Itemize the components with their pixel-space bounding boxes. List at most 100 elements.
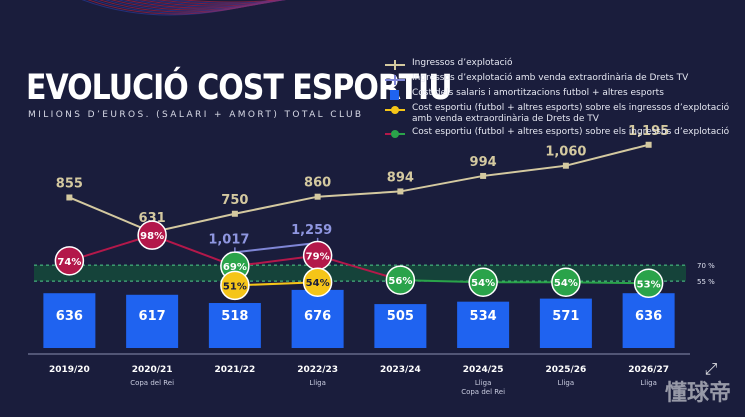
ratio-label-7: 53% (637, 279, 661, 290)
legend-item-ratio: Cost esportiu (futbol + altres esports) … (384, 127, 739, 140)
ratio-tv-point-2 (220, 270, 250, 301)
ratio-point-5 (468, 267, 498, 297)
ratio-point-4 (385, 265, 416, 295)
x-tick-label-2: 2021/22 (214, 365, 255, 375)
bar-label-7: 636 (635, 309, 662, 324)
legend-item-ingressos: Ingressos d’explotació (384, 58, 739, 71)
legend: Ingressos d’explotació Ingressos d’explot… (384, 58, 739, 142)
legend-label-cost: Cost dels salaris i amortitzacions futbo… (412, 88, 664, 98)
ingressos-label-5: 994 (470, 155, 497, 170)
ratio-label-3: 79% (306, 251, 330, 262)
x-tick-label-3: 2022/23 (297, 365, 338, 375)
x-note-6-0: Lliga (558, 379, 575, 387)
ratio-point-6 (551, 267, 581, 297)
ingressos-point-2 (231, 210, 238, 217)
decor-curve (147, 0, 287, 6)
legend-item-ingressos_tv: Ingressos d’explotació amb venda extraor… (384, 73, 739, 86)
bar-2 (208, 303, 261, 348)
x-tick-label-5: 2024/25 (463, 365, 504, 375)
bar-label-2: 518 (221, 309, 248, 324)
decor-curve (166, 0, 285, 4)
ratio-label-5: 54% (471, 278, 495, 289)
ratio-label-4: 56% (388, 276, 412, 287)
ratio-point-7 (633, 268, 664, 299)
legend-swatch-ratio (385, 130, 405, 138)
ingressos-point-6 (562, 162, 569, 169)
x-tick-label-7: 2026/27 (628, 365, 669, 375)
x-note-5-0: Lliga (475, 379, 492, 387)
ratio-point-1 (137, 220, 167, 250)
ingressos-label-0: 855 (56, 176, 83, 191)
legend-item-cost: Cost dels salaris i amortitzacions futbo… (384, 88, 739, 101)
ratio-point-0 (54, 246, 85, 276)
line-ingressos-tv (234, 241, 318, 254)
legend-label-ratio: Cost esportiu (futbol + altres esports) … (412, 127, 730, 137)
bar-label-3: 676 (304, 309, 331, 324)
ingressos-point-4 (397, 188, 404, 195)
bar-label-6: 571 (552, 309, 579, 324)
band-label-high: 70 % (697, 262, 715, 270)
x-note-5-1: Copa del Rei (461, 388, 505, 396)
decor-curve (98, 0, 278, 13)
ingressos-point-5 (480, 172, 487, 179)
ratio-label-2: 69% (223, 262, 247, 273)
bar-5 (457, 301, 510, 348)
band-label-low: 55 % (697, 278, 715, 286)
ingressos-label-3: 860 (304, 176, 331, 191)
bar-1 (126, 294, 179, 348)
legend-label-ingressos: Ingressos d’explotació (412, 58, 513, 68)
bar-6 (539, 298, 592, 348)
decor-curve (117, 0, 283, 10)
decor-curve (110, 0, 281, 11)
x-tick-label-6: 2025/26 (545, 365, 586, 375)
tv-label-3: 1,259 (291, 223, 332, 238)
ingressos-label-6: 1,060 (545, 145, 586, 160)
bar-0 (43, 293, 96, 348)
legend-swatch-ingressos_tv (385, 75, 405, 85)
ingressos-point-7 (645, 141, 652, 148)
bar-label-4: 505 (387, 309, 414, 324)
x-note-3-0: Lliga (309, 379, 326, 387)
legend-label-ratio_tv: Cost esportiu (futbol + altres esports) … (412, 103, 730, 124)
expand-icon[interactable]: ⤢ (704, 359, 718, 378)
ratio-tv-point-3 (302, 267, 333, 297)
bar-label-0: 636 (56, 309, 83, 324)
legend-swatch-ratio_tv (385, 106, 405, 114)
ratio-label-6: 54% (554, 278, 578, 289)
x-note-1-0: Copa del Rei (130, 379, 174, 387)
x-tick-label-0: 2019/20 (49, 365, 90, 375)
page-title: EVOLUCIÓ COST ESPORTIU (26, 68, 453, 109)
threshold-band (34, 265, 686, 282)
ingressos-label-7: 1,195 (628, 124, 669, 139)
ratio-label-1: 98% (140, 231, 164, 242)
legend-swatch-ingressos (385, 60, 405, 70)
ingressos-point-3 (314, 193, 321, 200)
x-tick-label-4: 2023/24 (380, 365, 421, 375)
ratio-tv-label-3: 54% (306, 278, 330, 289)
decor-curve (156, 0, 286, 5)
page-subtitle: MILIONS D’EUROS. (SALARI + AMORT) TOTAL … (28, 110, 364, 120)
legend-label-ingressos_tv: Ingressos d’explotació amb venda extraor… (412, 73, 689, 83)
decor-curve (124, 0, 284, 9)
decor-curve (104, 0, 280, 12)
ingressos-label-2: 750 (221, 193, 248, 208)
ingressos-label-4: 894 (387, 170, 414, 185)
bar-label-5: 534 (470, 309, 497, 324)
line-ingressos (68, 143, 649, 234)
ratio-tv-label-2: 51% (223, 281, 247, 292)
legend-swatch-cost (390, 90, 399, 100)
watermark: 懂球帝 (664, 381, 731, 406)
ratio-label-0: 74% (57, 257, 81, 268)
legend-item-ratio_tv: Cost esportiu (futbol + altres esports) … (384, 103, 739, 125)
bar-3 (291, 289, 344, 348)
bar-4 (374, 304, 427, 348)
decor-curve (179, 0, 282, 3)
decor-curve (138, 0, 286, 7)
bar-7 (622, 293, 675, 348)
ingressos-point-0 (66, 194, 73, 201)
x-note-7-0: Lliga (640, 379, 657, 387)
tv-label-2: 1,017 (208, 232, 249, 247)
bar-label-1: 617 (139, 309, 166, 324)
decor-curve (131, 0, 285, 8)
